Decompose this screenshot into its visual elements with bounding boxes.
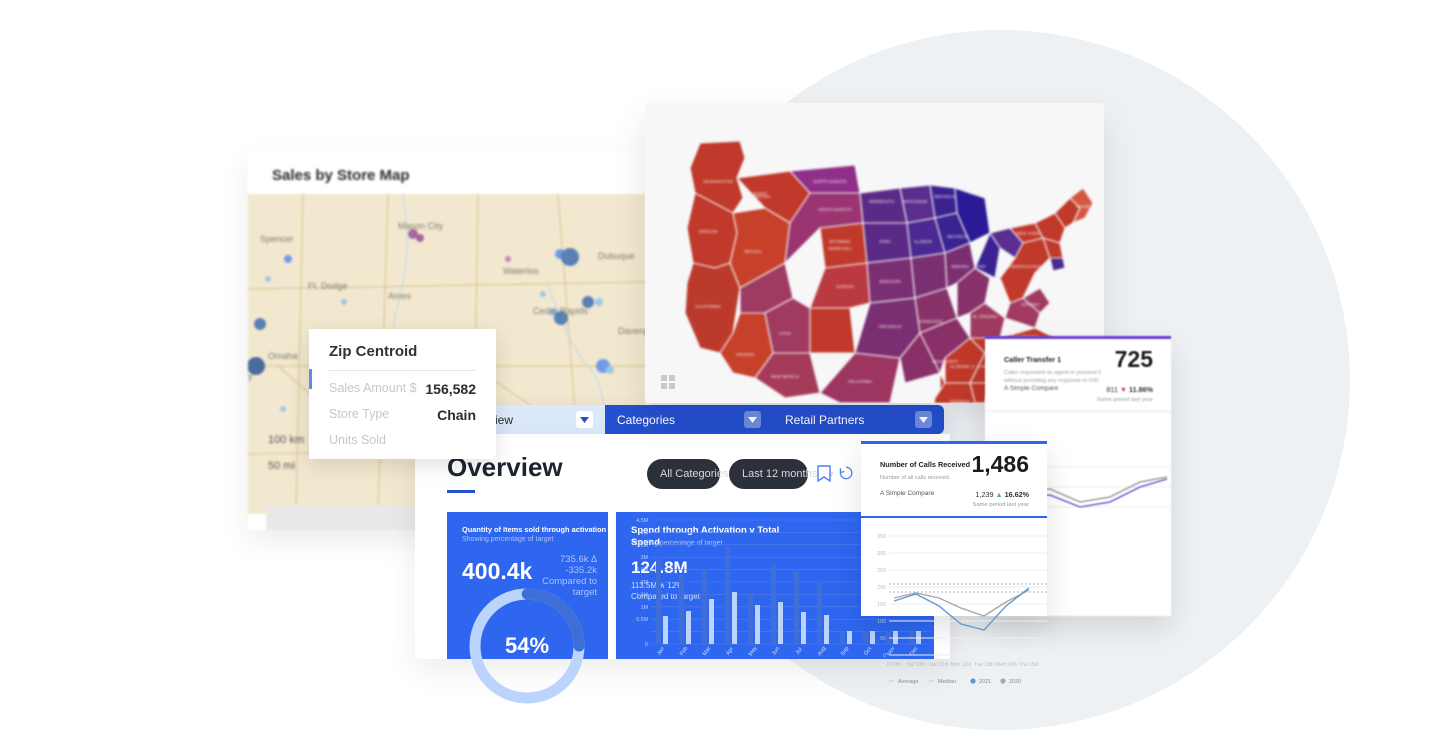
svg-text:Jul: Jul — [795, 647, 804, 656]
svg-text:Cedar Rapids: Cedar Rapids — [533, 306, 589, 316]
svg-text:4M: 4M — [641, 530, 648, 536]
svg-text:Sep: Sep — [840, 646, 851, 657]
svg-text:Average: Average — [898, 679, 918, 685]
svg-text:Mar: Mar — [702, 646, 712, 657]
svg-text:Dubuque: Dubuque — [598, 251, 635, 261]
svg-text:200: 200 — [877, 585, 886, 591]
svg-text:Jun: Jun — [771, 646, 781, 657]
svg-text:100: 100 — [877, 619, 886, 625]
svg-text:Thu 15th: Thu 15th — [1019, 662, 1039, 668]
svg-text:2M: 2M — [641, 580, 648, 586]
svg-text:300: 300 — [877, 551, 886, 557]
svg-text:2020: 2020 — [1009, 679, 1021, 685]
svg-text:Waterloo: Waterloo — [503, 266, 539, 276]
svg-text:COLORADO: COLORADO — [818, 354, 843, 359]
svg-text:1.5M: 1.5M — [636, 592, 648, 598]
svg-text:Median: Median — [938, 679, 956, 685]
svg-text:0: 0 — [883, 653, 886, 659]
svg-text:2021: 2021 — [979, 679, 991, 685]
svg-text:Feb: Feb — [679, 646, 689, 657]
svg-text:Wed 14th: Wed 14th — [995, 662, 1017, 668]
svg-text:Jan: Jan — [656, 646, 666, 657]
svg-text:May: May — [748, 645, 759, 657]
svg-text:Tue 13th: Tue 13th — [974, 662, 994, 668]
svg-text:54%: 54% — [505, 633, 549, 658]
svg-text:Spencer: Spencer — [260, 234, 294, 244]
svg-text:1M: 1M — [641, 605, 648, 611]
svg-text:y: y — [248, 371, 253, 381]
svg-text:150: 150 — [877, 602, 886, 608]
svg-text:Ft. Dodge: Ft. Dodge — [308, 281, 348, 291]
svg-text:2.5M: 2.5M — [636, 568, 648, 574]
svg-text:250: 250 — [877, 568, 886, 574]
svg-text:Omaha: Omaha — [268, 351, 298, 361]
svg-text:Fri 9th: Fri 9th — [887, 662, 901, 668]
svg-text:3.5M: 3.5M — [636, 543, 648, 549]
svg-text:Ames: Ames — [388, 291, 412, 301]
svg-text:3M: 3M — [641, 555, 648, 561]
svg-text:Sat 10th: Sat 10th — [907, 662, 926, 668]
svg-text:Mason City: Mason City — [398, 221, 444, 231]
svg-text:0.5M: 0.5M — [636, 617, 648, 623]
svg-text:Davenport: Davenport — [618, 326, 646, 336]
svg-text:0: 0 — [645, 642, 648, 648]
svg-text:Aug: Aug — [817, 646, 828, 657]
svg-text:50: 50 — [880, 636, 886, 642]
svg-text:Sun 11th: Sun 11th — [929, 662, 949, 668]
svg-text:4.5M: 4.5M — [636, 518, 648, 524]
svg-text:350: 350 — [877, 534, 886, 540]
svg-text:Mon 12th: Mon 12th — [951, 662, 972, 668]
svg-text:Apr: Apr — [725, 646, 735, 657]
